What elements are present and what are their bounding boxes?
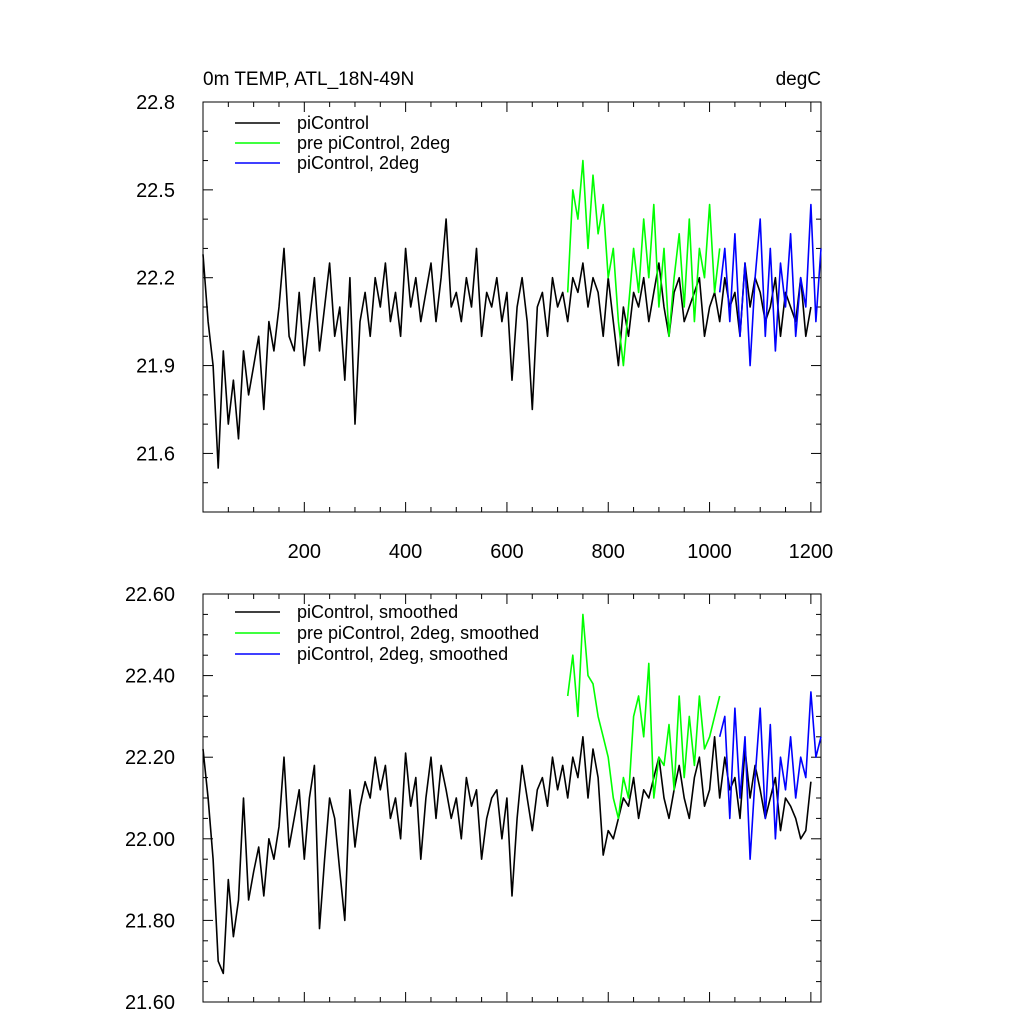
x-tick-label: 1000 [687,541,732,563]
y-tick-label: 21.80 [125,910,175,932]
top-panel: 0m TEMP, ATL_18N-49N degC 200 400 600 800 10… [136,69,833,563]
y-tick-label: 21.9 [136,356,175,378]
y-tick-label: 22.20 [125,747,175,769]
x-tick-label: 400 [389,541,422,563]
y-tick-label: 21.6 [136,443,175,465]
x-tick-label: 1200 [789,541,834,563]
y-tick-label: 22.8 [136,92,175,114]
legend-label-2: piControl, 2deg, smoothed [297,644,508,664]
series-line-0 [202,735,812,975]
series-line-2 [718,203,822,367]
legend-label-0: piControl [297,113,369,133]
x-tick-label: 800 [592,541,625,563]
y-tick-label: 21.60 [125,992,175,1014]
y-tick-label: 22.5 [136,180,175,202]
legend-label-1: pre piControl, 2deg, smoothed [297,623,539,643]
legend-label-1: pre piControl, 2deg [297,133,450,153]
series-line-1 [566,159,721,367]
x-tick-label: 600 [490,541,523,563]
y-tick-label: 22.00 [125,829,175,851]
x-tick-label: 200 [288,541,321,563]
top-units: degC [776,69,821,90]
series-line-0 [202,218,812,469]
y-tick-label: 22.60 [125,584,175,606]
series-line-1 [566,613,721,820]
legend-label-2: piControl, 2deg [297,153,419,173]
series-line-2 [718,691,822,861]
bottom-panel: 21.60 21.80 22.00 22.20 22.40 22.60 piControl,… [125,584,822,1014]
y-tick-label: 22.2 [136,268,175,290]
top-title: 0m TEMP, ATL_18N-49N [203,69,414,90]
y-tick-label: 22.40 [125,666,175,688]
legend-label-0: piControl, smoothed [297,602,458,622]
